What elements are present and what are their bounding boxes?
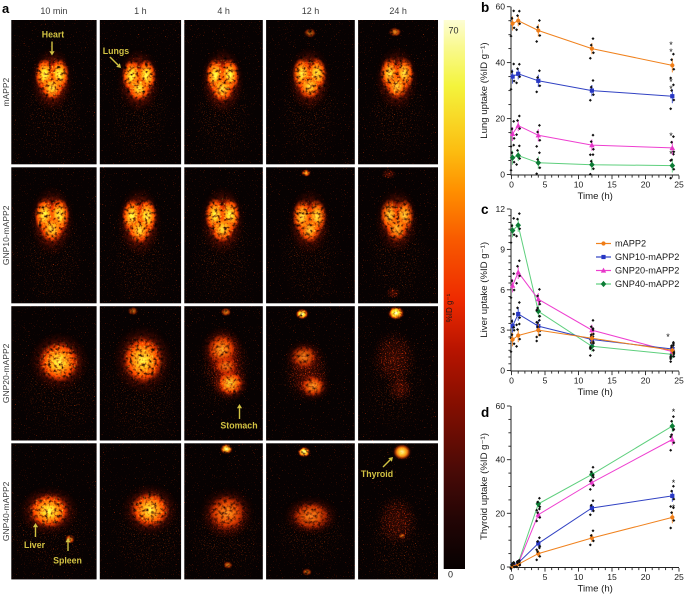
svg-text:24 h: 24 h (389, 6, 407, 16)
svg-text:25: 25 (674, 376, 684, 386)
svg-text:d: d (481, 405, 489, 420)
svg-text:0: 0 (509, 180, 514, 190)
svg-text:Time (h): Time (h) (578, 387, 613, 398)
svg-text:10 min: 10 min (40, 6, 67, 16)
svg-text:Thyroid: Thyroid (361, 469, 393, 479)
svg-text:12 h: 12 h (302, 6, 320, 16)
svg-text:12: 12 (495, 204, 505, 214)
svg-text:20: 20 (495, 508, 505, 518)
svg-text:60: 60 (495, 2, 505, 12)
svg-text:*: * (666, 332, 670, 342)
svg-text:20: 20 (641, 572, 651, 582)
svg-text:0: 0 (500, 170, 505, 180)
svg-text:3: 3 (500, 325, 505, 335)
svg-text:Time (h): Time (h) (578, 584, 613, 594)
svg-text:*: * (669, 131, 673, 141)
svg-text:*: * (672, 478, 676, 488)
svg-text:GNP10-mAPP2: GNP10-mAPP2 (615, 252, 679, 262)
svg-text:*: * (669, 84, 673, 94)
svg-text:%ID g⁻¹: %ID g⁻¹ (445, 293, 454, 322)
svg-text:*: * (669, 149, 673, 159)
svg-text:*: * (669, 47, 673, 57)
svg-text:20: 20 (641, 376, 651, 386)
svg-text:15: 15 (607, 376, 617, 386)
svg-text:Lung uptake (%ID g⁻¹): Lung uptake (%ID g⁻¹) (479, 42, 490, 138)
svg-text:Heart: Heart (42, 30, 65, 40)
svg-text:4 h: 4 h (217, 6, 230, 16)
svg-text:a: a (2, 1, 10, 16)
svg-text:40: 40 (495, 58, 505, 68)
svg-text:GNP40-mAPP2: GNP40-mAPP2 (1, 481, 11, 541)
svg-text:Thyroid uptake (%ID g⁻¹): Thyroid uptake (%ID g⁻¹) (479, 433, 490, 540)
svg-text:Stomach: Stomach (220, 421, 257, 431)
svg-text:6: 6 (500, 285, 505, 295)
svg-text:40: 40 (495, 455, 505, 465)
svg-text:20: 20 (495, 114, 505, 124)
svg-text:Lungs: Lungs (103, 46, 129, 56)
svg-text:9: 9 (500, 244, 505, 254)
svg-text:10: 10 (574, 180, 584, 190)
svg-text:10: 10 (574, 376, 584, 386)
svg-text:5: 5 (543, 180, 548, 190)
svg-text:mAPP2: mAPP2 (1, 78, 11, 107)
svg-text:10: 10 (574, 572, 584, 582)
svg-text:Liver uptake (%ID g⁻¹): Liver uptake (%ID g⁻¹) (479, 242, 490, 338)
svg-text:20: 20 (641, 180, 651, 190)
svg-text:Liver: Liver (24, 540, 46, 550)
svg-text:5: 5 (543, 376, 548, 386)
svg-text:1 h: 1 h (134, 6, 147, 16)
svg-text:*: * (669, 40, 673, 50)
svg-text:GNP40-mAPP2: GNP40-mAPP2 (615, 279, 679, 289)
svg-text:0: 0 (509, 572, 514, 582)
svg-text:GNP10-mAPP2: GNP10-mAPP2 (1, 205, 11, 265)
svg-text:Time (h): Time (h) (578, 191, 613, 202)
svg-text:15: 15 (607, 572, 617, 582)
svg-text:25: 25 (674, 180, 684, 190)
svg-text:0: 0 (509, 376, 514, 386)
svg-text:c: c (481, 202, 489, 217)
svg-text:Spleen: Spleen (53, 556, 82, 566)
svg-text:mAPP2: mAPP2 (615, 239, 646, 249)
svg-text:0: 0 (500, 366, 505, 376)
svg-text:25: 25 (674, 572, 684, 582)
svg-text:60: 60 (495, 401, 505, 411)
svg-text:0: 0 (500, 562, 505, 572)
svg-text:70: 70 (448, 26, 458, 36)
svg-text:*: * (669, 77, 673, 87)
svg-text:*: * (672, 407, 676, 417)
svg-text:*: * (672, 503, 676, 513)
svg-text:0: 0 (448, 570, 453, 580)
svg-text:GNP20-mAPP2: GNP20-mAPP2 (615, 266, 679, 276)
svg-text:b: b (481, 0, 489, 15)
svg-text:5: 5 (543, 572, 548, 582)
svg-text:15: 15 (607, 180, 617, 190)
svg-text:GNP20-mAPP2: GNP20-mAPP2 (1, 343, 11, 403)
